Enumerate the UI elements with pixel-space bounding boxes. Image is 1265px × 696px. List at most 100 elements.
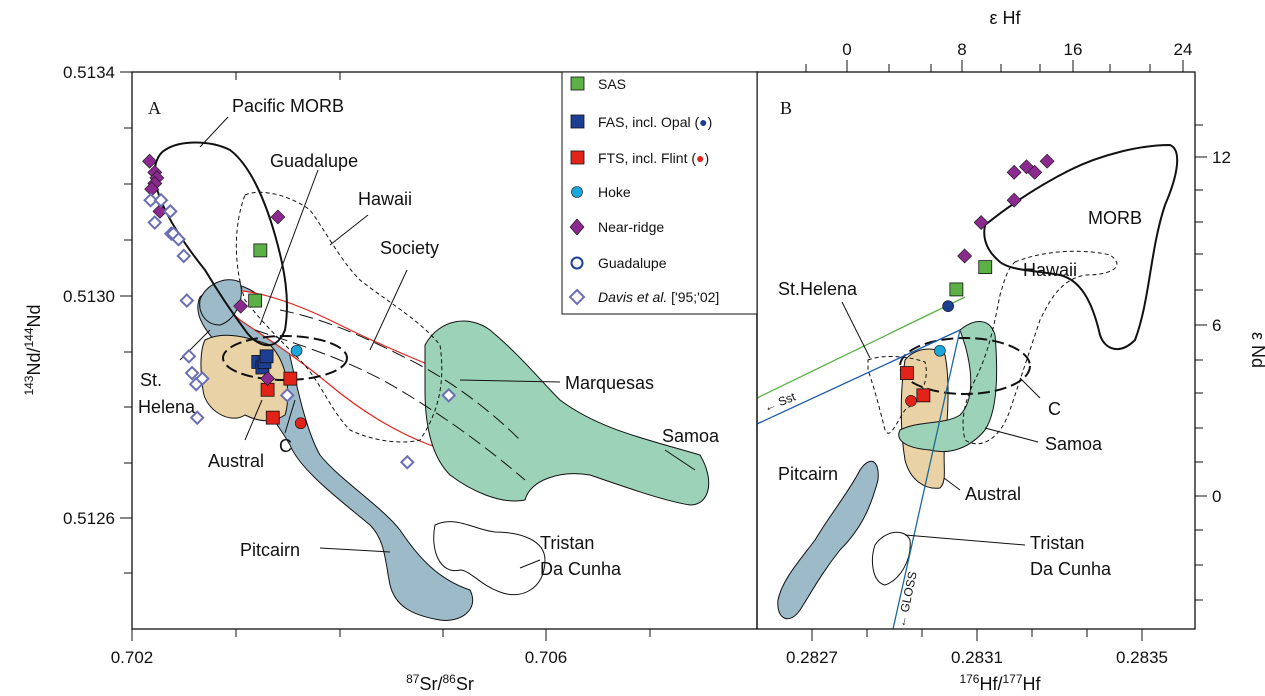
marker-near-ridge-4 <box>1027 164 1043 180</box>
legend-fts-dot: ● <box>696 150 704 166</box>
label-helena: Helena <box>138 397 196 417</box>
leader-austral-b <box>943 477 961 491</box>
region-morb-b <box>983 143 1179 350</box>
leader-marquesas <box>459 379 561 383</box>
leader-samoa <box>664 449 696 471</box>
label-da-cunha: Da Cunha <box>540 559 622 579</box>
panel-b-markers <box>899 153 1055 407</box>
region-samoa-a <box>424 320 710 506</box>
marker-davis-et-al-95-02-3 <box>162 203 178 219</box>
region-hawaii-b <box>962 250 1118 445</box>
region-c-b <box>899 337 1031 395</box>
leader-c-b <box>1019 377 1041 399</box>
region-pitcairn-b <box>777 460 879 620</box>
panel-a-x-ticks <box>131 72 651 641</box>
y-tick-1: 0.5130 <box>63 287 115 306</box>
leader-st-helena-b <box>841 301 871 359</box>
region-st-helena-b <box>867 356 927 434</box>
marker-near-ridge-0 <box>957 248 973 264</box>
leader-pitcairn <box>319 547 391 553</box>
x-tick-a-1: 0.706 <box>525 648 568 667</box>
top-x-label: ε Hf <box>989 8 1021 28</box>
label-morb-b: MORB <box>1088 208 1142 228</box>
top-tick-0: 0 <box>842 40 851 59</box>
marker-fts-incl-flint-2 <box>265 410 280 425</box>
legend-fas: FAS, incl. Opal (●) <box>598 114 712 130</box>
marker-davis-et-al-95-02-2 <box>153 192 169 208</box>
panel-b: MORB Hawaii St.Helena C Samoa Austral Pi… <box>756 8 1265 694</box>
marker-sas-0 <box>248 293 263 308</box>
marker-davis-et-al-95-02-14 <box>279 387 295 403</box>
x-label-a: 87Sr/86Sr <box>406 672 474 694</box>
marker-near-ridge-1 <box>973 215 989 230</box>
panel-b-right-ticks <box>1195 124 1207 601</box>
marker-davis-et-al-95-02-0 <box>143 192 159 208</box>
legend-fas-dot: ● <box>699 114 707 130</box>
marker-fts-incl-flint-1 <box>283 371 298 386</box>
line-gloss <box>892 329 961 630</box>
marker-flint-0 <box>905 395 917 407</box>
label-austral: Austral <box>208 451 264 471</box>
leader-morb <box>199 116 229 148</box>
panel-b-x-ticks <box>811 629 1143 641</box>
label-marquesas: Marquesas <box>565 373 654 393</box>
panel-b-frame <box>756 71 1196 630</box>
label-tristan-b: Tristan <box>1030 533 1084 553</box>
label-pitcairn-b: Pitcairn <box>778 464 838 484</box>
label-guadalupe: Guadalupe <box>270 151 358 171</box>
legend-davis-marker <box>568 288 586 306</box>
legend-fas-marker <box>570 114 585 129</box>
right-tick-2: 0 <box>1212 487 1221 506</box>
marker-sas-1 <box>253 243 268 258</box>
marker-near-ridge-8 <box>260 371 276 387</box>
legend-near-ridge: Near-ridge <box>598 219 664 235</box>
marker-davis-et-al-95-02-10 <box>184 365 200 381</box>
marker-near-ridge-7 <box>233 298 249 314</box>
legend-fts-marker <box>570 150 585 165</box>
line-sst <box>756 296 966 399</box>
panel-b-label: B <box>780 98 792 118</box>
leader-society <box>369 269 408 351</box>
panel-a-label: A <box>148 98 161 118</box>
x-tick-b-1: 0.2831 <box>951 648 1003 667</box>
region-tristan-a <box>433 521 546 596</box>
marker-davis-et-al-95-02-8 <box>179 293 195 308</box>
top-tick-2: 16 <box>1064 40 1083 59</box>
label-st-helena-b: St.Helena <box>778 279 858 299</box>
panel-a-markers <box>142 153 457 470</box>
marker-davis-et-al-95-02-12 <box>194 371 210 387</box>
label-samoa: Samoa <box>662 426 720 446</box>
marker-near-ridge-6 <box>1006 164 1022 180</box>
leader-samoa-b <box>984 427 1039 443</box>
marker-davis-et-al-95-02-6 <box>171 231 186 247</box>
x-tick-b-0: 0.2827 <box>786 648 838 667</box>
leader-hawaii <box>329 214 369 246</box>
x-tick-a-0: 0.702 <box>111 648 154 667</box>
marker-davis-et-al-95-02-9 <box>181 348 197 364</box>
region-tristan-b <box>872 531 911 586</box>
x-tick-b-2: 0.2835 <box>1116 648 1168 667</box>
legend-guadalupe-marker <box>570 256 584 270</box>
legend-sas: SAS <box>598 76 626 92</box>
leader-tristan-b <box>904 534 1026 546</box>
label-st: St. <box>140 370 162 390</box>
panel-a: Pacific MORB Guadalupe Hawaii Society St… <box>22 63 758 694</box>
marker-fas-incl-opal-3 <box>259 349 274 364</box>
legend-hoke: Hoke <box>598 184 631 200</box>
label-hawaii-b: Hawaii <box>1023 260 1077 280</box>
marker-flint-0 <box>294 417 307 430</box>
legend-sas-marker <box>570 76 585 91</box>
leader-guadalupe <box>259 169 319 326</box>
marker-davis-et-al-95-02-16 <box>399 454 415 470</box>
region-hawaii-a <box>235 191 443 443</box>
label-society: Society <box>380 238 439 258</box>
top-tick-3: 24 <box>1174 40 1193 59</box>
label-austral-b: Austral <box>965 484 1021 504</box>
label-samoa-b: Samoa <box>1045 434 1103 454</box>
right-tick-1: 6 <box>1212 316 1221 335</box>
marker-fts-incl-flint-1 <box>916 388 931 403</box>
right-tick-0: 12 <box>1212 148 1231 167</box>
right-y-label: ε Nd <box>1248 332 1265 368</box>
marker-davis-et-al-95-02-13 <box>189 410 205 426</box>
